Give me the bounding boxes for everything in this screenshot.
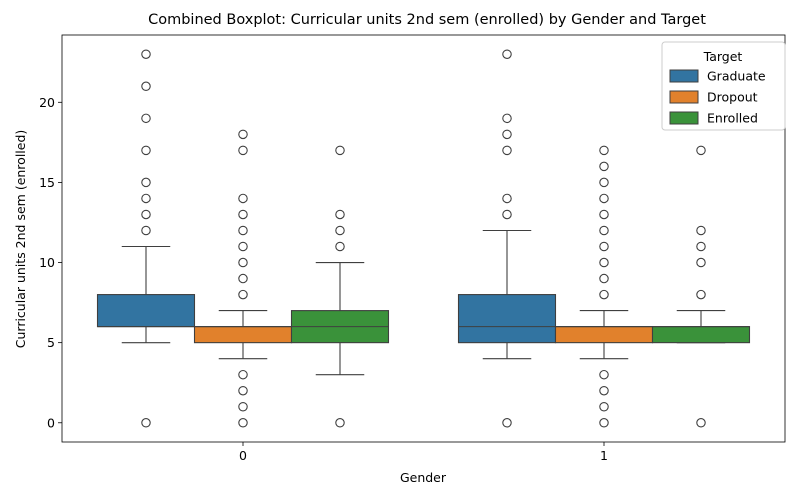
y-tick-label: 20	[39, 95, 55, 110]
box-graduate	[457, 294, 557, 344]
legend-frame	[661, 41, 786, 131]
outlier-point	[599, 225, 609, 236]
outlier-point	[141, 113, 151, 124]
chart-title: Combined Boxplot: Curricular units 2nd s…	[148, 12, 706, 28]
outlier-point	[502, 49, 512, 59]
outlier-point	[599, 145, 609, 156]
outlier-point	[238, 145, 248, 156]
outlier-point	[238, 273, 248, 284]
outlier-point	[238, 401, 248, 412]
box-dropout	[193, 326, 293, 344]
legend-swatch-dropout	[669, 90, 699, 104]
outlier-point	[599, 385, 609, 396]
outlier-point	[696, 289, 706, 300]
outlier-point	[696, 257, 706, 268]
outlier-point	[599, 241, 609, 252]
outlier-point	[599, 369, 609, 380]
outlier-point	[238, 225, 248, 236]
outlier-point	[599, 418, 609, 428]
x-tick-label: 0	[239, 448, 247, 463]
outlier-point	[238, 385, 248, 396]
outlier-point	[238, 257, 248, 268]
outlier-point	[335, 225, 345, 236]
outlier-point	[238, 369, 248, 380]
outlier-point	[238, 129, 248, 140]
y-tick-label: 0	[47, 415, 55, 430]
outlier-point	[502, 193, 512, 204]
outlier-point	[141, 418, 151, 428]
outlier-point	[696, 241, 706, 252]
outlier-point	[599, 177, 609, 188]
outlier-point	[502, 113, 512, 124]
outlier-point	[141, 209, 151, 220]
outlier-point	[141, 225, 151, 236]
outlier-point	[696, 145, 706, 156]
outlier-point	[599, 209, 609, 220]
outlier-point	[238, 289, 248, 300]
legend-title: Target	[703, 49, 743, 64]
y-tick-label: 5	[47, 335, 55, 350]
outlier-point	[335, 418, 345, 428]
y-tick-label: 15	[39, 175, 55, 190]
plot-area: 0 5 10 15 20 0 1	[39, 34, 786, 463]
outlier-point	[335, 241, 345, 252]
outlier-point	[141, 177, 151, 188]
outlier-point	[238, 193, 248, 204]
outlier-point	[502, 129, 512, 140]
legend: Target Graduate Dropout Enrolled	[661, 41, 786, 131]
outlier-point	[335, 145, 345, 156]
outlier-point	[696, 225, 706, 236]
box-enrolled	[651, 326, 751, 344]
outlier-point	[502, 145, 512, 156]
outlier-point	[599, 161, 609, 172]
legend-label-enrolled: Enrolled	[707, 111, 758, 126]
outlier-point	[238, 418, 248, 428]
outlier-point	[696, 418, 706, 428]
outlier-point	[599, 273, 609, 284]
outlier-point	[502, 209, 512, 220]
outlier-point	[238, 209, 248, 220]
y-tick-label: 10	[39, 255, 55, 270]
outlier-point	[502, 418, 512, 428]
outlier-point	[141, 145, 151, 156]
outlier-point	[599, 193, 609, 204]
legend-label-graduate: Graduate	[707, 69, 766, 84]
outlier-point	[141, 49, 151, 59]
outlier-point	[141, 193, 151, 204]
outlier-point	[599, 401, 609, 412]
y-axis-label: Curricular units 2nd sem (enrolled)	[13, 130, 28, 349]
box-graduate	[96, 294, 196, 328]
x-axis-label: Gender	[400, 470, 447, 485]
outlier-point	[238, 241, 248, 252]
outlier-point	[599, 289, 609, 300]
outlier-point	[599, 257, 609, 268]
legend-label-dropout: Dropout	[707, 90, 758, 105]
box-dropout	[554, 326, 654, 344]
x-tick-label: 1	[600, 448, 608, 463]
outlier-point	[141, 81, 151, 92]
legend-swatch-enrolled	[669, 111, 699, 125]
outlier-point	[335, 209, 345, 220]
axes-frame	[61, 34, 786, 443]
legend-swatch-graduate	[669, 69, 699, 83]
